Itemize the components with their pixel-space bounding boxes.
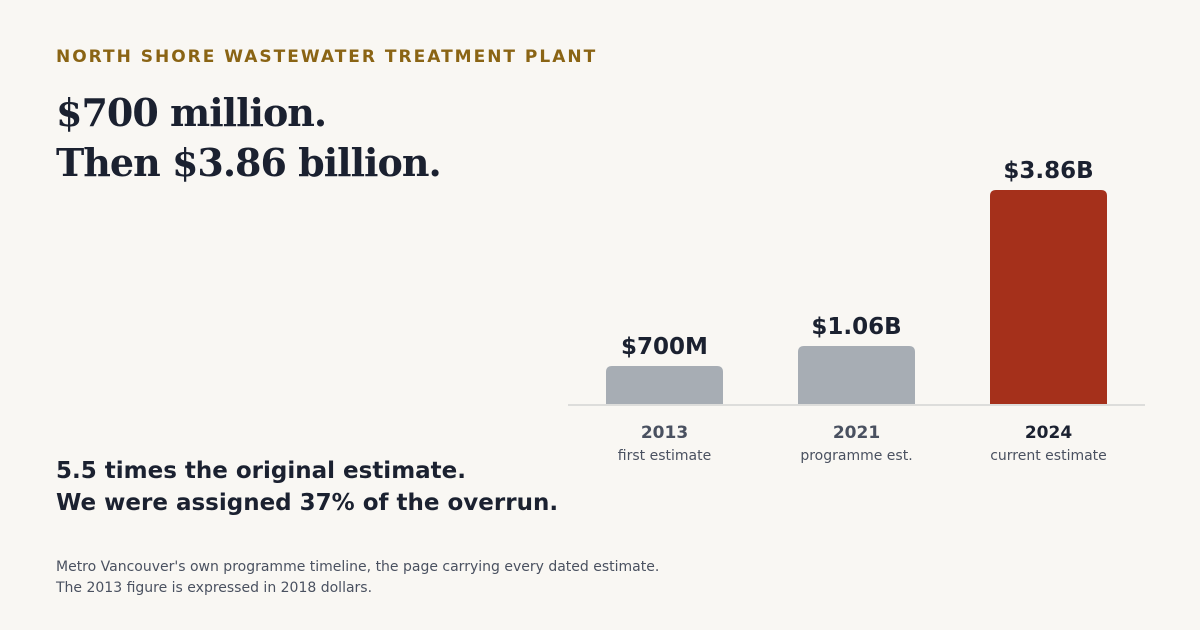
value-label-2013: $700M xyxy=(621,334,708,360)
subcategory-label-2024: current estimate xyxy=(990,448,1107,464)
category-label-2021: 2021 xyxy=(833,423,880,443)
headline-line-2: Then $3.86 billion. xyxy=(56,140,442,185)
headline: $700 million. Then $3.86 billion. xyxy=(56,88,442,188)
takeaway: 5.5 times the original estimate. We were… xyxy=(56,455,558,519)
value-label-2024: $3.86B xyxy=(1003,158,1093,184)
source-line-2: The 2013 figure is expressed in 2018 dol… xyxy=(56,580,373,596)
category-label-2024: 2024 xyxy=(1025,423,1072,443)
bar-chart: $700M 2013 first estimate $1.06B 2021 program… xyxy=(568,158,1145,464)
value-label-2021: $1.06B xyxy=(811,314,901,340)
takeaway-line-2: We were assigned 37% of the overrun. xyxy=(56,490,559,516)
subcategory-label-2013: first estimate xyxy=(618,448,711,464)
headline-line-1: $700 million. xyxy=(56,90,327,135)
takeaway-line-1: 5.5 times the original estimate. xyxy=(56,458,467,484)
bar-2021 xyxy=(798,345,915,405)
bar-2013 xyxy=(606,366,723,405)
eyebrow-title: NORTH SHORE WASTEWATER TREATMENT PLANT xyxy=(56,47,598,67)
category-label-2013: 2013 xyxy=(641,423,688,443)
bar-2024 xyxy=(990,190,1107,405)
subcategory-label-2021: programme est. xyxy=(800,448,912,464)
source-line-1: Metro Vancouver's own programme timeline… xyxy=(56,559,660,575)
source-note: Metro Vancouver's own programme timeline… xyxy=(56,557,659,599)
